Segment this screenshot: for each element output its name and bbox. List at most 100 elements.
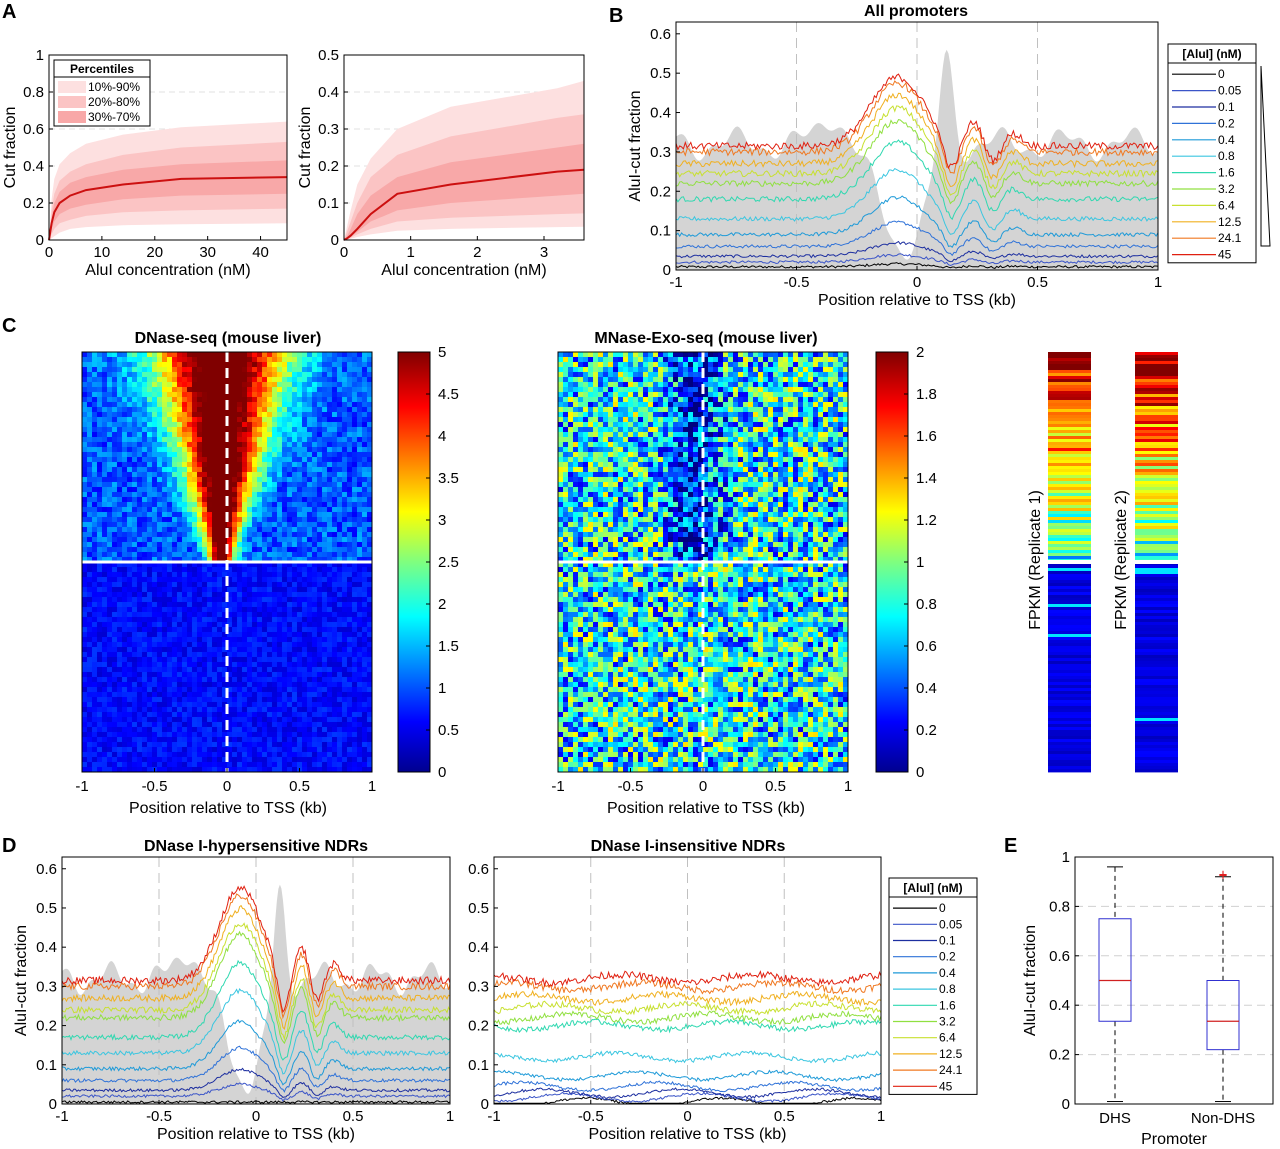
dnase-heatmap-cell [362,652,368,658]
dnase-heatmap-cell [232,707,238,713]
dnase-heatmap-cell [92,482,98,488]
dnase-heatmap-cell [82,467,88,473]
dnase-heatmap-cell [227,757,233,763]
dnase-heatmap-cell [217,477,223,483]
dnase-heatmap-cell [247,572,253,578]
dnase-heatmap-cell [162,527,168,533]
dnase-heatmap-cell [262,357,268,363]
dnase-heatmap-cell [297,567,303,573]
dnase-heatmap-cell [237,427,243,433]
dnase-heatmap-cell [157,612,163,618]
dnase-heatmap-cell [112,767,118,773]
dnase-heatmap-cell [92,567,98,573]
dnase-heatmap-cell [247,442,253,448]
dnase-heatmap-cell [267,467,273,473]
dnase-heatmap-cell [242,517,248,523]
dnase-heatmap-cell [202,442,208,448]
dnase-heatmap-cell [312,672,318,678]
dnase-heatmap-cell [287,362,293,368]
dnase-heatmap-cell [292,477,298,483]
dnase-heatmap-cell [362,722,368,728]
dnase-heatmap-cell [307,517,313,523]
dnase-heatmap-cell [207,547,213,553]
dnase-heatmap-cell [182,712,188,718]
dnase-heatmap-cell [97,432,103,438]
dnase-heatmap-cell [162,447,168,453]
dnase-heatmap-cell [167,507,173,513]
dnase-heatmap-cell [142,767,148,773]
dnase-heatmap-cell [87,557,93,563]
dnase-heatmap-cell [132,402,138,408]
dnase-heatmap-cell [352,607,358,613]
dnase-heatmap-cell [292,417,298,423]
dnase-heatmap-cell [87,727,93,733]
dnase-heatmap-cell [262,577,268,583]
dnase-heatmap-cell [227,657,233,663]
dnase-heatmap-cell [352,352,358,358]
dnase-heatmap-cell [102,387,108,393]
panel-a-left-legend-label: 20%-80% [88,95,140,109]
dnase-heatmap-cell [147,682,153,688]
dnase-heatmap-cell [107,502,113,508]
dnase-heatmap-cell [82,357,88,363]
dnase-heatmap-cell [367,407,373,413]
dnase-heatmap-cell [287,492,293,498]
dnase-heatmap-cell [342,412,348,418]
dnase-heatmap-cell [352,707,358,713]
dnase-heatmap-cell [112,457,118,463]
dnase-heatmap-cell [312,747,318,753]
dnase-heatmap-cell [352,372,358,378]
dnase-heatmap-cell [267,382,273,388]
dnase-heatmap-cell [187,367,193,373]
dnase-heatmap-cell [192,602,198,608]
dnase-heatmap-cell [262,707,268,713]
dnase-heatmap-cell [82,432,88,438]
dnase-heatmap-cell [167,442,173,448]
dnase-heatmap-cell [127,452,133,458]
dnase-heatmap-cell [232,467,238,473]
dnase-heatmap-cell [262,392,268,398]
dnase-heatmap-cell [282,377,288,383]
dnase-heatmap-cell [197,532,203,538]
dnase-heatmap-cell [227,497,233,503]
dnase-heatmap-cell [307,592,313,598]
dnase-heatmap-cell [252,437,258,443]
dnase-heatmap-cell [227,352,233,358]
dnase-heatmap-cell [92,647,98,653]
dnase-heatmap-cell [207,747,213,753]
dnase-heatmap-cell [92,722,98,728]
dnase-heatmap-cell [342,512,348,518]
dnase-heatmap-cell [242,352,248,358]
dnase-heatmap-cell [307,392,313,398]
dnase-heatmap-cell [87,497,93,503]
dnase-heatmap-cell [292,512,298,518]
dnase-heatmap-cell [182,422,188,428]
dnase-heatmap-cell [312,362,318,368]
dnase-heatmap-cell [272,367,278,373]
dnase-heatmap-cell [177,682,183,688]
dnase-heatmap-cell [237,567,243,573]
dnase-heatmap-cell [202,637,208,643]
dnase-heatmap-cell [197,732,203,738]
dnase-heatmap-cell [152,627,158,633]
dnase-heatmap-cell [332,717,338,723]
dnase-heatmap-cell [322,542,328,548]
dnase-heatmap-cell [292,482,298,488]
dnase-heatmap-cell [182,677,188,683]
dnase-heatmap-cell [122,482,128,488]
dnase-heatmap-cell [162,622,168,628]
dnase-heatmap-cell [332,757,338,763]
dnase-heatmap-cell [147,477,153,483]
dnase-heatmap-cell [317,467,323,473]
dnase-heatmap-cell [267,477,273,483]
dnase-heatmap-cell [347,717,353,723]
dnase-heatmap-cell [212,692,218,698]
dnase-heatmap-cell [292,457,298,463]
dnase-heatmap-cell [87,622,93,628]
dnase-heatmap-cell [237,582,243,588]
dnase-heatmap-cell [192,562,198,568]
dnase-heatmap-cell [117,737,123,743]
dnase-heatmap-cell [357,367,363,373]
dnase-heatmap-cell [292,727,298,733]
dnase-heatmap-cell [92,437,98,443]
